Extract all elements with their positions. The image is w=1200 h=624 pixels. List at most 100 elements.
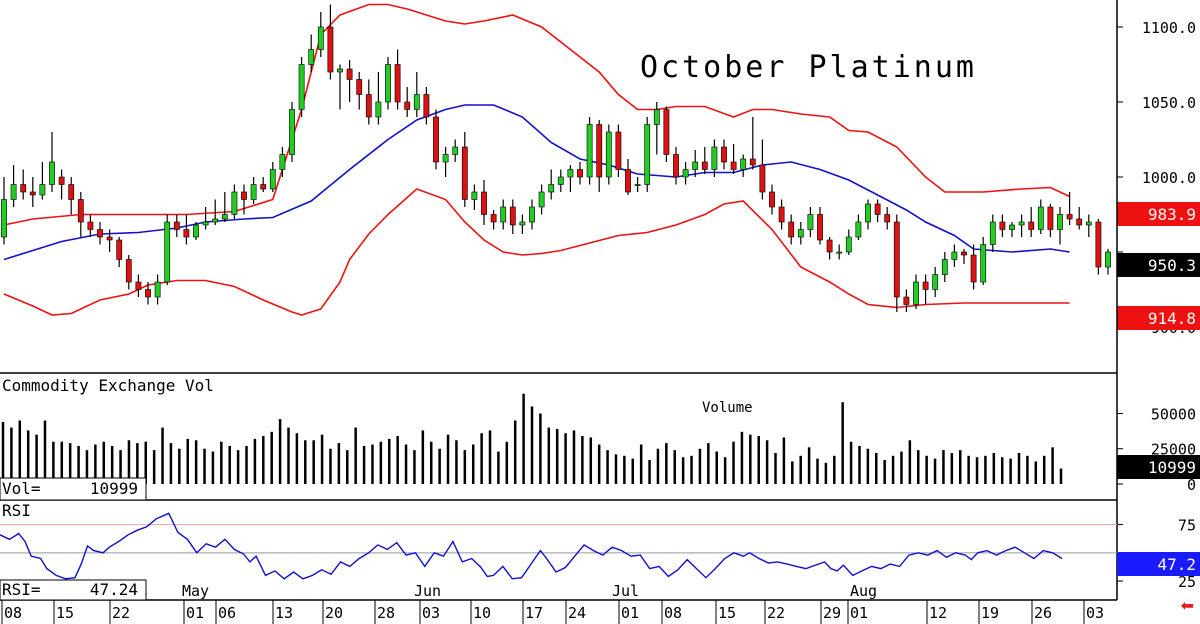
candle <box>749 117 756 170</box>
candle <box>68 177 75 215</box>
upper-band-value: 983.9 <box>1148 205 1196 224</box>
volume-bar <box>858 445 861 484</box>
rsi-readout-value: 47.24 <box>90 580 138 599</box>
candle <box>1066 192 1073 225</box>
candle <box>529 199 535 230</box>
volume-bar <box>127 440 131 484</box>
candle-body <box>423 94 430 118</box>
candle <box>317 12 324 57</box>
volume-tick-label: 0 <box>1187 476 1196 494</box>
candle <box>548 169 555 200</box>
volume-bar <box>631 458 635 484</box>
volume-bar <box>942 450 945 484</box>
volume-bar <box>732 441 735 484</box>
volume-bar <box>396 436 399 484</box>
candle <box>173 214 180 237</box>
volume-bar <box>564 433 567 484</box>
candle <box>413 72 420 117</box>
volume-bar <box>404 444 408 484</box>
volume-bar <box>1000 457 1004 484</box>
volume-bar <box>581 436 584 484</box>
volume-bar <box>488 430 492 484</box>
candle-body <box>644 124 651 185</box>
candle <box>692 150 699 177</box>
candle <box>164 214 171 285</box>
candle <box>135 274 142 297</box>
candle-body <box>961 251 967 256</box>
volume-bar <box>228 445 231 484</box>
volume-bar <box>1051 447 1054 484</box>
candle-body <box>58 176 65 185</box>
candle-body <box>1 199 7 238</box>
volume-bar <box>371 444 374 484</box>
volume-bar <box>354 427 357 484</box>
volume-value-box <box>1117 455 1200 479</box>
candle-body <box>893 221 900 298</box>
candle-body <box>519 221 526 226</box>
candle <box>260 177 267 192</box>
volume-bar <box>295 433 299 484</box>
candle-body <box>788 221 795 238</box>
volume-bar <box>52 441 55 484</box>
month-label: May <box>182 582 209 600</box>
candle <box>855 214 862 240</box>
candle-body <box>452 146 459 155</box>
candle-body <box>845 236 852 253</box>
back-arrow-icon[interactable]: ⬅ <box>1180 596 1194 615</box>
candle <box>442 147 449 177</box>
candle-body <box>884 214 891 223</box>
date-tick-label: 08 <box>4 604 22 622</box>
volume-bar <box>413 450 416 484</box>
candle <box>980 237 987 285</box>
volume-bar <box>866 448 870 484</box>
candle <box>202 207 209 230</box>
candle <box>769 184 775 215</box>
volume-bar <box>883 460 886 484</box>
candle <box>423 87 430 125</box>
candle <box>269 162 276 192</box>
volume-bar <box>194 440 198 484</box>
candle <box>241 184 247 215</box>
volume-bar <box>690 455 693 484</box>
candle <box>221 192 228 222</box>
candle <box>1 177 7 245</box>
candle-body <box>125 259 132 283</box>
candle-body <box>202 221 209 226</box>
volume-bar <box>186 438 189 484</box>
candle <box>289 102 295 162</box>
candle-body <box>951 251 958 260</box>
candle-body <box>279 154 286 170</box>
volume-bar <box>891 455 895 484</box>
volume-bar <box>329 448 332 484</box>
upper-band-value-box <box>1117 202 1200 226</box>
candle-body <box>317 26 324 50</box>
candle-body <box>538 191 545 208</box>
candle <box>567 165 574 192</box>
volume-bar <box>429 441 433 484</box>
candle <box>404 87 411 117</box>
candle <box>461 132 468 207</box>
volume-bar <box>1042 455 1046 484</box>
volume-bar <box>480 433 483 484</box>
candle-body <box>308 49 315 65</box>
volume-bar <box>1026 455 1029 484</box>
date-tick-label: 03 <box>1086 604 1104 622</box>
candle-body <box>769 191 775 208</box>
candlestick-series <box>1 4 1111 312</box>
candle <box>817 207 823 245</box>
volume-bar <box>161 427 164 484</box>
volume-series-label: Volume <box>702 400 753 416</box>
candle-body <box>1095 221 1102 268</box>
volume-bar <box>833 455 836 484</box>
volume-bar <box>665 443 668 484</box>
candle <box>106 229 113 252</box>
volume-readout-value: 10999 <box>90 479 138 498</box>
candle <box>884 207 891 230</box>
candle-body <box>481 191 487 215</box>
volume-bar <box>606 450 609 484</box>
candle-body <box>865 203 871 223</box>
candle-body <box>231 191 238 215</box>
candle <box>865 199 871 230</box>
